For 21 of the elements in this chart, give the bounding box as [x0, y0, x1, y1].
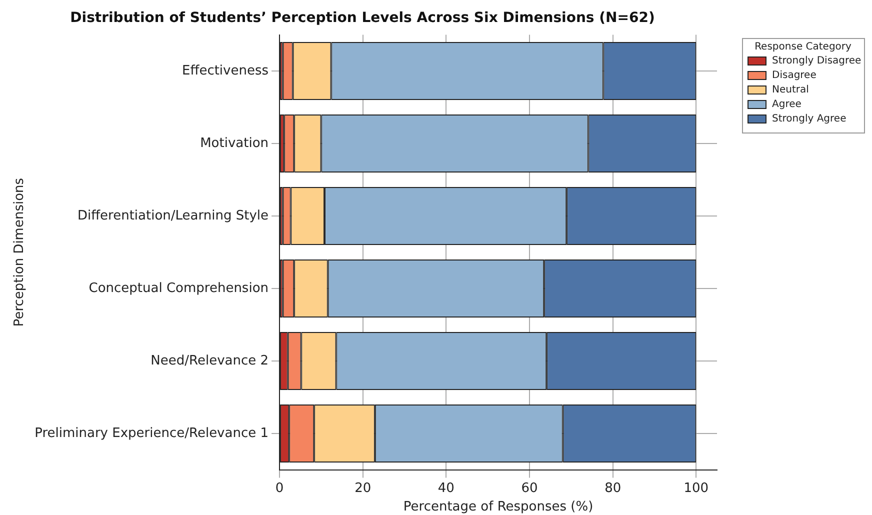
legend-label: Strongly Disagree: [772, 56, 862, 67]
legend-label: Disagree: [772, 70, 816, 82]
y-tick-label: Effectiveness: [182, 63, 269, 78]
legend-label: Agree: [772, 99, 802, 110]
y-tick-label: Differentiation/Learning Style: [77, 208, 269, 224]
chart-title: Distribution of Students’ Perception Levels Across Six Dimensions (N=62): [70, 10, 655, 26]
y-tick-label: Conceptual Comprehension: [88, 280, 269, 296]
x-tick-label: 20: [354, 480, 372, 496]
x-tick-label: 100: [684, 480, 709, 496]
x-tick-label: 60: [521, 480, 538, 496]
x-tick-label: 0: [275, 480, 284, 496]
y-tick-label: Need/Relevance 2: [150, 353, 269, 368]
x-tick-label: 40: [438, 480, 454, 496]
legend-title: Response Category: [754, 42, 852, 53]
x-tick-label: 80: [604, 480, 622, 496]
x-axis-title: Percentage of Responses (%): [403, 500, 594, 515]
y-tick-label: Preliminary Experience/Relevance 1: [34, 426, 269, 441]
legend-label: Strongly Agree: [772, 114, 846, 125]
y-axis-title: Perception Dimensions: [12, 178, 28, 327]
y-tick-label: Motivation: [200, 136, 269, 151]
legend-label: Neutral: [772, 84, 809, 96]
